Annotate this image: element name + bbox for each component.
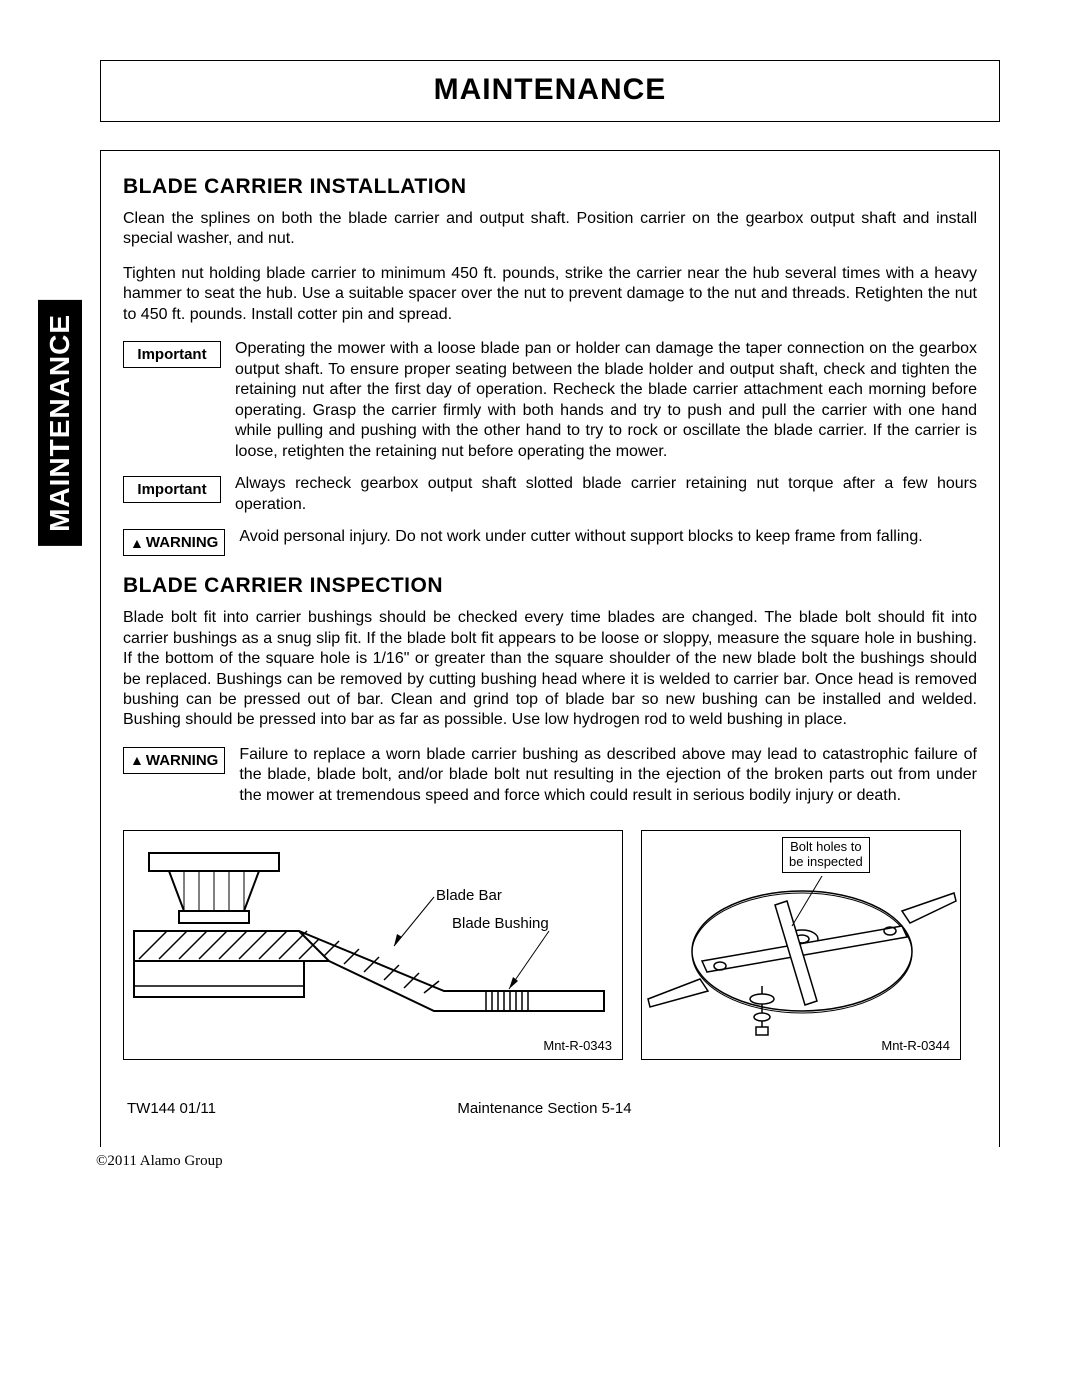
installation-p2: Tighten nut holding blade carrier to min…: [123, 264, 977, 325]
content-frame: BLADE CARRIER INSTALLATION Clean the spl…: [100, 150, 1000, 1147]
page-title: MAINTENANCE: [101, 73, 999, 107]
footer-left: TW144 01/11: [127, 1100, 216, 1117]
diagram-ref-2: Mnt-R-0344: [881, 1038, 950, 1053]
diagram-area: Blade Bar Blade Bushing Mnt-R-0343: [123, 830, 977, 1060]
page-footer: TW144 01/11 Maintenance Section 5-14: [123, 1100, 977, 1117]
side-tab-maintenance: MAINTENANCE: [38, 300, 82, 546]
callout-warning-1: ▲WARNING Avoid personal injury. Do not w…: [123, 527, 977, 556]
label-blade-bushing: Blade Bushing: [452, 915, 549, 932]
warning-icon: ▲: [130, 752, 144, 768]
footer-center: Maintenance Section 5-14: [457, 1100, 631, 1117]
footer-right: [873, 1100, 973, 1117]
warning-icon: ▲: [130, 535, 144, 551]
inspection-p1: Blade bolt fit into carrier bushings sho…: [123, 608, 977, 731]
heading-inspection: BLADE CARRIER INSPECTION: [123, 574, 977, 598]
label-blade-bar: Blade Bar: [436, 887, 502, 904]
diagram-blade-bar: Blade Bar Blade Bushing Mnt-R-0343: [123, 830, 623, 1060]
inspect-label: Bolt holes to be inspected: [789, 839, 863, 869]
warning-label: ▲WARNING: [123, 747, 225, 774]
callout-important-2: Important Always recheck gearbox output …: [123, 474, 977, 515]
installation-p1: Clean the splines on both the blade carr…: [123, 209, 977, 250]
important-label: Important: [123, 341, 221, 368]
warning-label: ▲WARNING: [123, 529, 225, 556]
page-container: MAINTENANCE MAINTENANCE BLADE CARRIER IN…: [0, 0, 1080, 1210]
warning-text-2: Failure to replace a worn blade carrier …: [239, 745, 977, 806]
callout-warning-2: ▲WARNING Failure to replace a worn blade…: [123, 745, 977, 806]
diagram-ref-1: Mnt-R-0343: [543, 1038, 612, 1053]
blade-bar-svg: [124, 831, 624, 1061]
page-title-box: MAINTENANCE: [100, 60, 1000, 122]
important-label: Important: [123, 476, 221, 503]
warning-text-1: Avoid personal injury. Do not work under…: [239, 527, 977, 547]
diagram-carrier-top: Bolt holes to be inspected Mnt-R-0344: [641, 830, 961, 1060]
important-text-1: Operating the mower with a loose blade p…: [235, 339, 977, 462]
heading-installation: BLADE CARRIER INSTALLATION: [123, 175, 977, 199]
copyright: ©2011 Alamo Group: [96, 1153, 1000, 1170]
callout-important-1: Important Operating the mower with a loo…: [123, 339, 977, 462]
important-text-2: Always recheck gearbox output shaft slot…: [235, 474, 977, 515]
inspect-label-box: Bolt holes to be inspected: [782, 837, 870, 873]
